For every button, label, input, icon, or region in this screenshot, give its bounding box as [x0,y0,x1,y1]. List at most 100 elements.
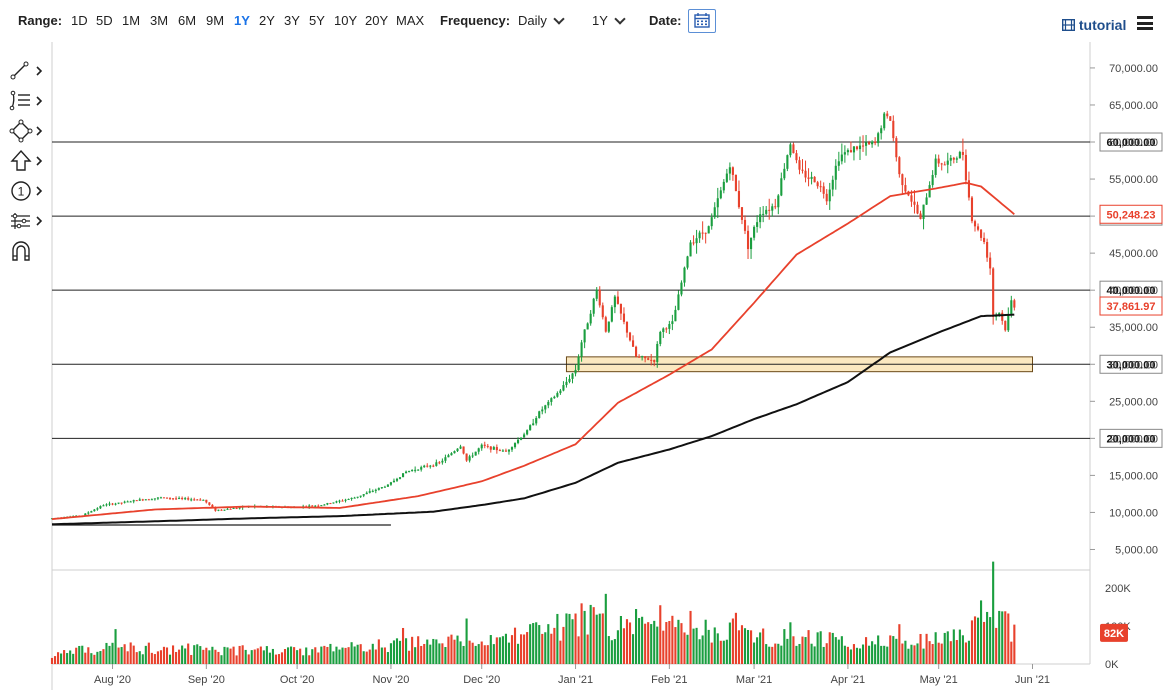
candle-body [217,509,220,511]
shape-tool-button[interactable] [8,118,48,144]
range-1d[interactable]: 1D [71,13,88,28]
candle-body [883,113,886,129]
candle-body [480,444,483,449]
candle-body [235,508,238,510]
volume-bar [801,636,804,664]
candle-body [302,506,305,508]
magnet-tool-button[interactable] [8,238,48,264]
range-10y[interactable]: 10Y [334,13,358,28]
candle-body [386,484,389,487]
date-picker-button[interactable] [688,9,716,33]
volume-bar [147,642,150,664]
candle-body [653,359,656,363]
candle-body [907,191,910,196]
volume-bar [329,643,332,664]
volume-bar [129,642,132,664]
candle-body [486,445,489,447]
range-3y[interactable]: 3Y [284,13,300,28]
volume-bar [992,561,995,664]
range-20y[interactable]: 20Y [365,13,389,28]
candle-body [955,158,958,160]
price-tick-label: 50,000.00 [1109,211,1158,223]
candle-body [271,506,274,508]
candle-body [616,296,619,304]
candle-body [308,505,311,507]
volume-bar [798,643,801,664]
range-6m[interactable]: 6M [178,13,197,28]
pattern-tool-button[interactable] [8,208,48,234]
volume-bar [453,639,456,664]
line-tool-button[interactable] [8,58,48,84]
range-5d[interactable]: 5D [96,13,113,28]
volume-bar [701,635,704,664]
candle-body [250,506,253,508]
volume-bar [716,633,719,664]
candle-body [625,321,629,333]
period-select[interactable]: 1Y [592,12,626,30]
volume-bar [635,609,638,664]
range-1y[interactable]: 1Y [234,13,250,28]
annotation-tool-button[interactable]: 1 [8,178,48,204]
candle-body [970,197,974,222]
candle-body [265,506,268,508]
volume-bar [550,633,553,664]
volume-bar [786,638,789,664]
volume-bar [405,638,408,664]
tutorial-link[interactable]: tutorial [1061,17,1126,33]
candle-body [305,506,308,508]
candle-body [577,356,580,370]
volume-tick-label: 0K [1105,659,1119,671]
candle-body [383,486,386,488]
range-2y[interactable]: 2Y [259,13,275,28]
volume-bar [126,651,129,664]
candle-body [441,460,444,463]
frequency-select[interactable]: Daily [518,12,565,30]
volume-bar [75,647,78,664]
candle-body [901,174,904,186]
candle-body [647,358,650,360]
volume-bar [686,634,689,664]
volume-bar [156,651,159,664]
volume-bar [323,645,326,664]
candle-body [247,506,250,508]
candle-body [952,157,955,160]
candle-body [392,480,396,483]
candle-body [162,497,166,499]
price-tick-label: 30,000.00 [1109,359,1158,371]
volume-bar [943,632,946,664]
candle-body [722,181,725,191]
volume-bar [659,605,662,664]
candle-body [429,465,432,467]
volume-bar [271,648,274,664]
hamburger-menu-icon[interactable] [1137,16,1153,30]
date-tick-label: Mar '21 [736,674,772,686]
candle-body [423,465,426,468]
period-value: 1Y [592,13,608,28]
candle-body [256,506,259,508]
fib-tool-button[interactable] [8,88,48,114]
price-badge-label: 50,248.23 [1107,209,1156,221]
candle-body [871,141,874,145]
volume-bar [825,643,828,664]
volume-bar [141,654,144,664]
arrow-tool-button[interactable] [8,148,48,174]
volume-bar [616,630,619,664]
volume-bar [386,652,389,664]
volume-bar [432,638,435,664]
volume-bar [495,637,498,664]
candle-body [138,499,141,501]
range-9m[interactable]: 9M [206,13,225,28]
date-tick-label: Oct '20 [280,674,315,686]
candle-body [350,497,353,499]
range-1m[interactable]: 1M [122,13,141,28]
volume-bar [707,629,710,664]
candle-body [565,381,568,386]
volume-bar [302,655,305,664]
range-5y[interactable]: 5Y [309,13,325,28]
range-3m[interactable]: 3M [150,13,169,28]
range-max[interactable]: MAX [396,13,425,28]
candle-body [825,193,828,202]
volume-bar [477,644,480,664]
volume-bar [78,645,81,664]
candle-body [967,180,971,198]
